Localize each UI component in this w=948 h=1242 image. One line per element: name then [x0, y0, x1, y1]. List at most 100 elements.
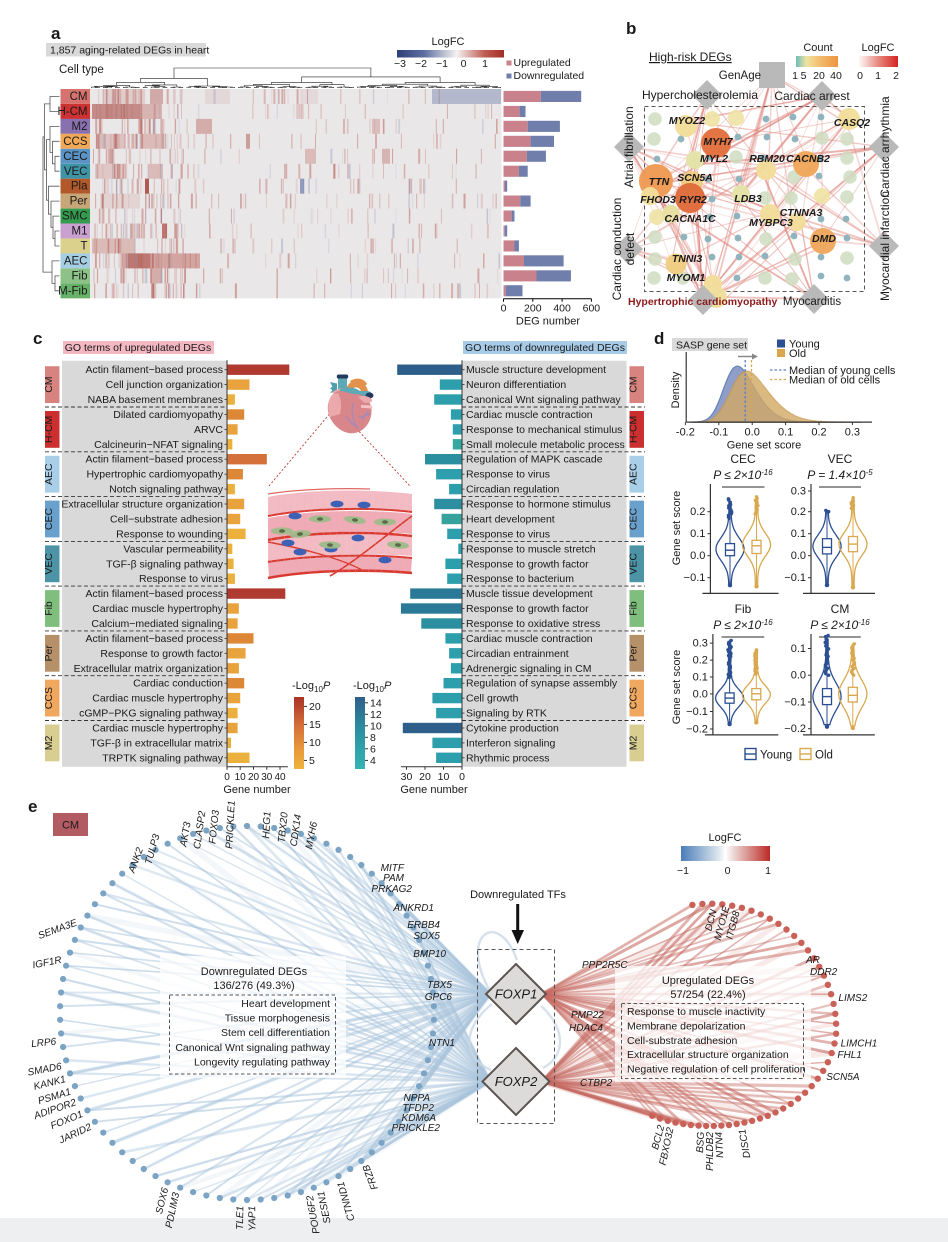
svg-text:Longevity regulating pathway: Longevity regulating pathway [194, 1056, 331, 1068]
svg-text:PRKAG2: PRKAG2 [371, 884, 412, 895]
svg-text:20: 20 [419, 771, 431, 783]
svg-text:Cell type: Cell type [59, 64, 104, 76]
svg-text:RYR2: RYR2 [679, 194, 707, 206]
svg-text:Per: Per [70, 196, 88, 208]
svg-text:LogFC: LogFC [861, 42, 894, 54]
svg-text:GenAge: GenAge [719, 70, 761, 82]
svg-text:MYOZ2: MYOZ2 [669, 115, 705, 127]
svg-text:TBX5: TBX5 [427, 980, 452, 991]
svg-text:b: b [626, 19, 636, 38]
svg-text:Signaling by RTK: Signaling by RTK [466, 708, 547, 720]
svg-text:0.3: 0.3 [791, 486, 806, 498]
svg-text:Cytokine production: Cytokine production [466, 723, 559, 735]
svg-text:CTNNA3: CTNNA3 [780, 207, 823, 219]
svg-text:Extracellular structure organi: Extracellular structure organization [61, 499, 223, 511]
svg-text:VEC: VEC [43, 553, 55, 575]
svg-text:LogFC: LogFC [708, 832, 741, 844]
svg-text:Young: Young [760, 750, 792, 762]
svg-text:12: 12 [370, 709, 382, 721]
svg-text:0: 0 [224, 772, 230, 783]
svg-text:10: 10 [438, 771, 450, 783]
svg-text:VEC: VEC [628, 553, 640, 575]
svg-text:Cardiac muscle hypertrophy: Cardiac muscle hypertrophy [92, 723, 223, 735]
svg-text:CM: CM [62, 820, 79, 832]
svg-text:CEC: CEC [63, 151, 87, 163]
svg-text:1,857 aging-related DEGs in he: 1,857 aging-related DEGs in heart [50, 45, 209, 57]
svg-text:0.1: 0.1 [778, 427, 793, 439]
svg-text:Cardiac muscle hypertrophy: Cardiac muscle hypertrophy [92, 603, 223, 615]
svg-text:0: 0 [459, 771, 465, 783]
svg-text:M2: M2 [72, 121, 88, 133]
svg-text:MYL2: MYL2 [700, 153, 728, 165]
svg-text:HEG1: HEG1 [261, 811, 273, 839]
svg-text:Actin filament−based process: Actin filament−based process [86, 364, 223, 376]
svg-text:Neuron differentiation: Neuron differentiation [466, 379, 566, 391]
svg-text:AEC: AEC [64, 255, 88, 267]
svg-text:PRICKLE1: PRICKLE1 [224, 800, 238, 849]
svg-text:NTN4: NTN4 [714, 1131, 726, 1158]
svg-text:Fib: Fib [72, 270, 88, 282]
svg-text:20: 20 [309, 701, 321, 713]
svg-text:5: 5 [309, 755, 315, 767]
svg-text:Hypertrophic cardiomyopathy: Hypertrophic cardiomyopathy [86, 469, 223, 481]
svg-text:Downregulated DEGs: Downregulated DEGs [201, 966, 308, 978]
svg-text:0.1: 0.1 [791, 643, 806, 655]
svg-text:CM: CM [70, 91, 88, 103]
svg-text:RBM20: RBM20 [749, 153, 785, 165]
svg-text:Median of old cells: Median of old cells [789, 375, 881, 387]
svg-text:−2: −2 [415, 58, 427, 70]
svg-text:CTBP2: CTBP2 [580, 1078, 613, 1089]
svg-text:CEC: CEC [43, 507, 55, 530]
svg-text:FHOD3: FHOD3 [640, 194, 676, 206]
svg-text:Response to virus: Response to virus [466, 469, 550, 481]
svg-text:ARVC: ARVC [194, 424, 223, 436]
svg-text:Cardiac conduction: Cardiac conduction [610, 198, 624, 301]
svg-text:Atrial fibrillation: Atrial fibrillation [622, 106, 636, 187]
svg-text:DDR2: DDR2 [810, 967, 838, 978]
svg-text:SASP gene set: SASP gene set [676, 340, 747, 352]
svg-text:GO terms of upregulated DEGs: GO terms of upregulated DEGs [65, 342, 211, 354]
svg-text:FHL1: FHL1 [837, 1050, 861, 1061]
svg-text:Extracellular structure organi: Extracellular structure organization [627, 1049, 789, 1061]
svg-text:PMP22: PMP22 [571, 1010, 604, 1021]
svg-text:MYOM1: MYOM1 [667, 272, 706, 284]
svg-text:Negative regulation of cell pr: Negative regulation of cell proliferatio… [627, 1064, 806, 1076]
svg-text:Response to muscle inactivity: Response to muscle inactivity [627, 1006, 766, 1018]
svg-text:DMD: DMD [812, 233, 836, 245]
svg-text:Heart development: Heart development [466, 514, 555, 526]
svg-text:Response to wounding: Response to wounding [116, 528, 223, 540]
svg-text:Response to growth factor: Response to growth factor [100, 648, 223, 660]
svg-text:20: 20 [813, 70, 825, 82]
svg-text:CM: CM [628, 376, 640, 392]
svg-text:Hypercholesterolemia: Hypercholesterolemia [642, 88, 758, 102]
svg-text:0.2: 0.2 [791, 506, 806, 518]
svg-text:Tissue morphogenesis: Tissue morphogenesis [225, 1013, 330, 1025]
svg-text:LRP6: LRP6 [31, 1036, 57, 1050]
svg-text:600: 600 [583, 303, 601, 315]
svg-text:defect: defect [623, 232, 637, 265]
svg-text:Response to hormone stimulus: Response to hormone stimulus [466, 499, 611, 511]
svg-text:TRPTK signaling pathway: TRPTK signaling pathway [102, 752, 224, 764]
svg-text:Heart development: Heart development [241, 998, 330, 1010]
svg-text:Cardiac muscle contraction: Cardiac muscle contraction [466, 409, 593, 421]
svg-text:ERBB4: ERBB4 [407, 920, 440, 931]
svg-text:AR: AR [805, 955, 820, 966]
svg-text:Canonical Wnt signaling pathwa: Canonical Wnt signaling pathway [175, 1042, 330, 1054]
svg-text:0.2: 0.2 [690, 506, 705, 518]
svg-text:IGF1R: IGF1R [32, 955, 63, 971]
svg-text:30: 30 [261, 772, 273, 783]
svg-text:Gene number: Gene number [223, 784, 291, 796]
svg-text:Calcineurin−NFAT signaling: Calcineurin−NFAT signaling [94, 439, 223, 451]
svg-text:0.0: 0.0 [693, 688, 708, 700]
svg-text:SOX5: SOX5 [413, 931, 440, 942]
svg-text:Regulation of MAPK cascade: Regulation of MAPK cascade [466, 454, 603, 466]
svg-text:0: 0 [501, 303, 507, 315]
svg-text:0.0: 0.0 [745, 427, 760, 439]
svg-text:Response to muscle stretch: Response to muscle stretch [466, 543, 596, 555]
svg-text:1: 1 [482, 58, 488, 70]
svg-text:Per: Per [628, 645, 640, 662]
svg-text:Density: Density [670, 371, 682, 408]
svg-text:FOXP2: FOXP2 [495, 1074, 538, 1089]
svg-text:M2: M2 [43, 735, 55, 750]
svg-text:CASQ2: CASQ2 [834, 117, 870, 129]
